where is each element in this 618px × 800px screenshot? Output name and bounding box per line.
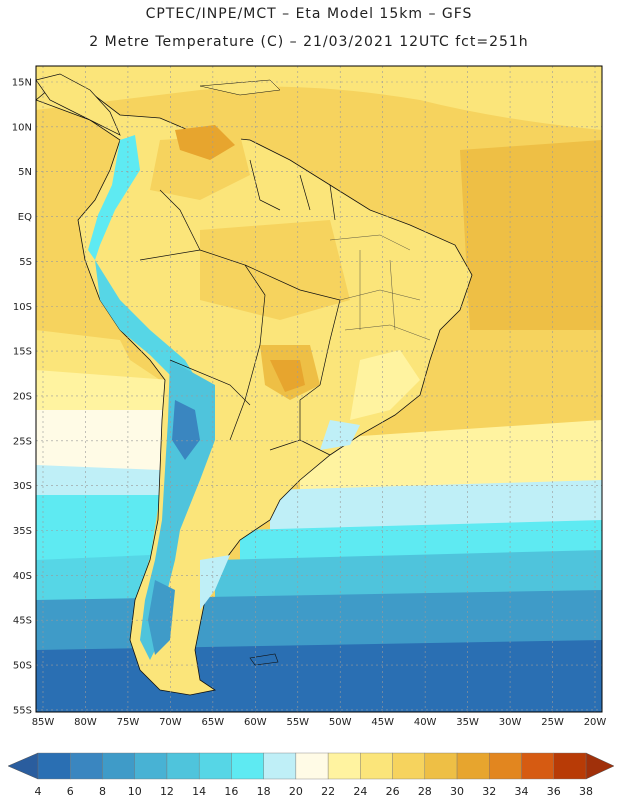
land-warm-north [150, 135, 250, 200]
ocean-band-pacific [36, 330, 160, 380]
ocean-band-atlantic-mid [300, 420, 602, 500]
land-hotspot-chaco [270, 360, 305, 392]
falkland-islands [249, 653, 279, 666]
colorbar-segment [489, 752, 522, 780]
lon-tick-label: 65W [202, 717, 225, 728]
lon-tick-label: 50W [329, 717, 352, 728]
patagonia-ice [148, 580, 175, 655]
colorbar-segment [456, 752, 490, 780]
land-warm-amazon [200, 220, 350, 320]
colorbar-segment [166, 752, 200, 780]
colorbar-segment [360, 752, 393, 780]
colorbar-segment [327, 752, 361, 780]
colorbar-segment [521, 752, 554, 780]
lon-tick-label: 35W [456, 717, 479, 728]
colorbar-tick-label: 28 [418, 785, 432, 798]
colorbar-tick-label: 22 [321, 785, 335, 798]
central-america-land [36, 73, 121, 136]
colorbar-labels: 4 6 8 10 12 14 16 18 20 22 24 26 28 30 32 34 36 38 [35, 785, 594, 798]
patagonia-steppe [200, 555, 230, 610]
andes-north [88, 135, 140, 260]
lat-tick-label: 15N [12, 78, 32, 89]
title-line-2: 2 Metre Temperature (C) – 21/03/2021 12U… [89, 34, 529, 50]
southeast-brazil [350, 350, 420, 420]
lat-tick-label: 30S [13, 481, 32, 492]
lat-tick-label: 15S [13, 347, 32, 358]
lon-tick-label: 55W [286, 717, 309, 728]
ocean-band-cool-3 [36, 495, 160, 565]
latitude-labels: 15N 10N 5N EQ 5S 10S 15S 20S 25S 30S 35S 40S 45S 50S 5… [12, 78, 32, 717]
ocean-band-pacific-3 [36, 410, 165, 470]
andes-peaks [172, 400, 200, 460]
lat-tick-label: 10S [13, 302, 32, 313]
colorbar-tick-label: 24 [353, 785, 367, 798]
colorbar-tick-label: 6 [67, 785, 74, 798]
colorbar-segment [392, 752, 426, 780]
lat-tick-label: 10N [12, 122, 32, 133]
colorbar-segment [231, 752, 264, 780]
colorbar-tick-label: 10 [128, 785, 142, 798]
ocean-band-pacific-2 [36, 370, 170, 420]
colorbar-tick-label: 14 [192, 785, 206, 798]
lon-tick-label: 60W [244, 717, 267, 728]
lon-tick-label: 75W [117, 717, 140, 728]
colorbar-tick-label: 34 [515, 785, 529, 798]
colorbar-segment [553, 752, 587, 780]
lon-tick-label: 85W [32, 717, 55, 728]
colorbar-segment [424, 752, 458, 780]
state-borders [329, 234, 431, 341]
land-hot-venezuela [175, 125, 235, 160]
colorbar-segment [295, 752, 329, 780]
ocean-band-cold-2 [36, 640, 602, 712]
colorbar-segment [102, 752, 135, 780]
colorbar-tick-label: 32 [482, 785, 496, 798]
colorbar-tick-label: 4 [35, 785, 42, 798]
lat-tick-label: 45S [13, 616, 32, 627]
ocean-band-cool-1 [36, 465, 160, 500]
lat-tick-label: 5S [19, 257, 32, 268]
colorbar-segment [263, 752, 297, 780]
lat-tick-label: 25S [13, 436, 32, 447]
lat-tick-label: EQ [18, 212, 32, 223]
lat-tick-label: 55S [13, 705, 32, 716]
lon-tick-label: 45W [371, 717, 394, 728]
lon-tick-label: 70W [159, 717, 182, 728]
title-line-1: CPTEC/INPE/MCT – Eta Model 15km – GFS [145, 6, 473, 22]
lat-tick-label: 50S [13, 661, 32, 672]
ocean-band-atlantic-warm [460, 140, 602, 330]
map-field [36, 66, 602, 712]
colorbar-tick-label: 26 [386, 785, 400, 798]
lat-tick-label: 40S [13, 571, 32, 582]
graticule [36, 66, 602, 712]
longitude-labels: 85W 80W 75W 70W 65W 60W 55W 50W 45W 40W 35W 30W 25W 2… [32, 717, 607, 728]
lon-tick-label: 40W [414, 717, 437, 728]
colorbar-min-arrow [7, 752, 39, 780]
south-brazil-coast [320, 420, 360, 450]
colorbar-max-arrow [585, 752, 615, 780]
lat-tick-label: 20S [13, 391, 32, 402]
lat-tick-label: 35S [13, 526, 32, 537]
lon-tick-label: 30W [499, 717, 522, 728]
colorbar-tick-label: 36 [547, 785, 561, 798]
lon-tick-label: 25W [541, 717, 564, 728]
colorbar-segment [37, 752, 71, 780]
colorbar-tick-label: 12 [160, 785, 174, 798]
map-frame [35, 65, 603, 713]
lon-tick-label: 80W [74, 717, 97, 728]
colorbar-segment [134, 752, 168, 780]
colorbar-segment [70, 752, 103, 780]
colorbar-tick-label: 18 [257, 785, 271, 798]
colorbar-tick-label: 8 [99, 785, 106, 798]
colorbar-segment [198, 752, 232, 780]
colorbar-tick-label: 20 [289, 785, 303, 798]
lat-tick-label: 5N [18, 167, 32, 178]
colorbar-tick-label: 38 [579, 785, 593, 798]
ocean-band-cool-5 [36, 555, 150, 610]
lon-tick-label: 20W [584, 717, 607, 728]
colorbar-tick-label: 16 [224, 785, 238, 798]
colorbar [7, 752, 615, 780]
colorbar-tick-label: 30 [450, 785, 464, 798]
